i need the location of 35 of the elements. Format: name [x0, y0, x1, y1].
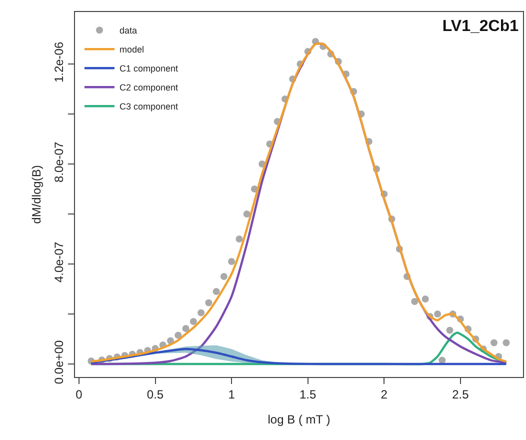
x-axis-title: log B ( mT ) [268, 412, 330, 426]
y-tick-label: 1.2e-06 [52, 42, 66, 83]
legend-label: data [119, 26, 138, 36]
x-tick-label: 1 [228, 387, 236, 402]
point [220, 273, 228, 280]
legend-label: C3 component [119, 102, 179, 112]
y-tick-label: 4.0e-07 [52, 242, 66, 283]
point [174, 332, 182, 339]
legend-label: C1 component [119, 64, 179, 74]
point [212, 288, 220, 295]
point [490, 339, 498, 346]
x-tick-label: 0.5 [146, 387, 164, 402]
point [190, 318, 197, 325]
point [422, 296, 429, 302]
legend-label: C2 component [119, 82, 179, 93]
y-axis-title: dM/dlog(B) [30, 165, 44, 224]
y-tick-label: 0.0e+00 [52, 340, 66, 384]
point [438, 356, 446, 364]
point [446, 326, 454, 334]
point [243, 210, 250, 218]
point [236, 236, 243, 242]
point [411, 298, 418, 305]
point [228, 258, 236, 265]
point [182, 325, 190, 332]
chart-title: LV1_2Cb1 [442, 18, 519, 35]
point [198, 309, 205, 316]
x-tick-label: 2 [380, 387, 388, 402]
x-tick-label: 0 [76, 387, 83, 402]
x-tick-label: 1.5 [300, 387, 317, 402]
point [205, 299, 212, 306]
y-tick-label: 8.0e-07 [52, 142, 66, 183]
legend-label: model [119, 44, 144, 55]
x-tick-label: 2.5 [452, 387, 470, 402]
point [434, 310, 442, 318]
point [502, 339, 510, 346]
